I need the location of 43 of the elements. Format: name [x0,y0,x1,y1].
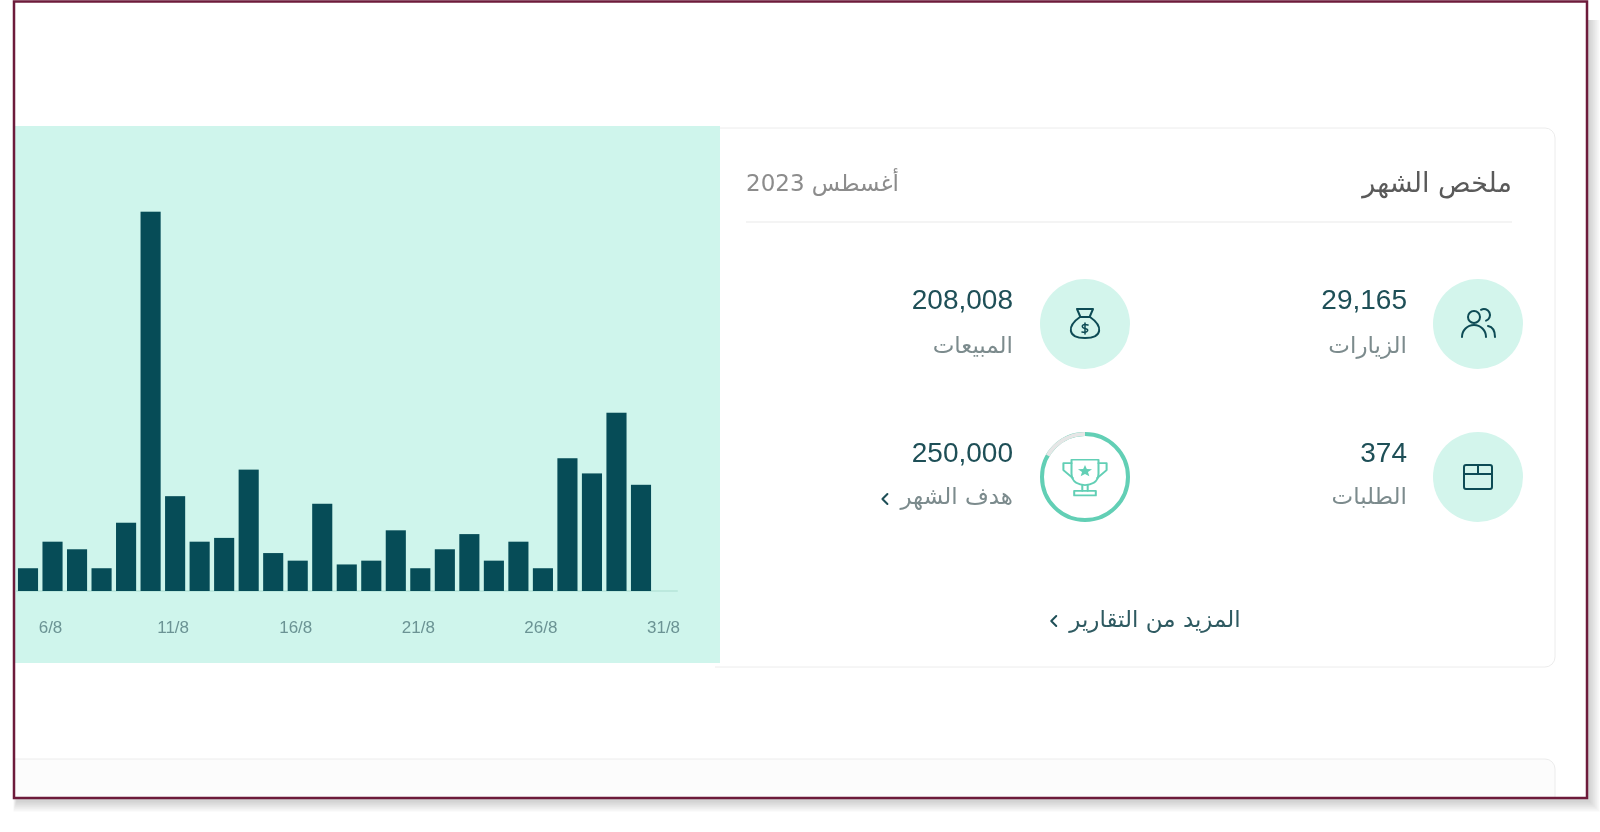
bar [557,458,578,591]
text: الزيارات [1328,332,1407,358]
bar [17,568,39,591]
bar [42,541,63,591]
bar [287,560,308,591]
bar [581,473,603,591]
bar [263,553,284,591]
bar [361,560,382,591]
bar [91,568,112,591]
bar [434,549,455,591]
text: 374 [1360,437,1407,468]
bar [336,564,357,591]
bar [410,568,431,591]
bar [508,541,529,591]
x-tick-label: 11/8 [157,617,190,637]
bar [532,568,553,591]
bar [385,530,406,591]
bar [66,549,88,591]
bar [483,560,504,591]
text: المزيد من التقارير [1069,606,1241,632]
text: 208,008 [911,284,1013,315]
bar [214,537,235,591]
text: 250,000 [911,437,1013,468]
text: الطلبات [1331,483,1407,509]
x-tick-label: 21/8 [401,617,435,637]
bar [630,484,652,591]
bar [189,541,210,591]
bar [116,522,137,591]
x-tick-label: 31/8 [646,617,681,637]
x-tick-label: 26/8 [524,617,558,637]
x-tick-label: 16/8 [279,617,313,637]
text: 29,165 [1321,284,1407,315]
text: هدف الشهر [900,483,1013,509]
text: المبيعات [932,332,1013,358]
text: أغسطس 2023 [746,170,899,196]
bar [238,469,259,591]
bar [312,503,333,591]
bar [459,534,480,591]
x-tick-label: 6/8 [38,617,63,637]
bar [140,211,161,591]
text: ملخص الشهر [1362,167,1512,198]
bar [165,496,186,591]
bar [606,412,627,591]
